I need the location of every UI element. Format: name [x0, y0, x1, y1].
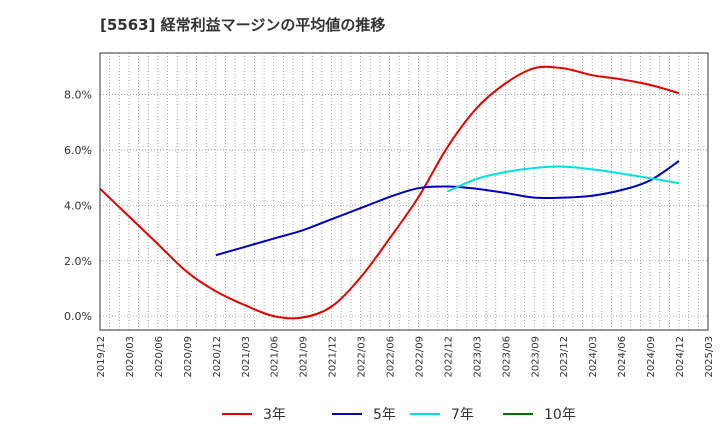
x-tick-label: 2021/03 [241, 336, 252, 378]
x-tick-label: 2024/03 [588, 336, 599, 378]
x-tick-label: 2022/12 [443, 336, 454, 378]
x-tick-label: 2020/12 [212, 336, 223, 378]
x-tick-label: 2022/09 [414, 336, 425, 378]
x-tick-label: 2024/06 [617, 336, 628, 378]
x-tick-label: 2024/09 [646, 336, 657, 378]
x-tick-label: 2023/12 [559, 336, 570, 378]
legend-label: 7年 [451, 407, 474, 423]
y-axis-ticks: 0.0% 2.0% 4.0% 6.0% 8.0% [64, 89, 92, 324]
x-tick-label: 2024/12 [675, 336, 686, 378]
x-tick-label: 2023/09 [530, 336, 541, 378]
x-tick-label: 2019/12 [96, 336, 107, 378]
y-tick-label: 6.0% [64, 144, 92, 157]
x-tick-label: 2020/03 [125, 336, 136, 378]
x-tick-label: 2020/06 [154, 336, 165, 378]
chart-title: [5563] 経常利益マージンの平均値の推移 [100, 16, 386, 34]
series-line-7年 [447, 165, 680, 193]
x-tick-label: 2021/09 [299, 336, 310, 378]
x-tick-label: 2022/06 [386, 336, 397, 378]
legend: 3年 5年 7年 10年 [222, 407, 576, 423]
y-tick-label: 2.0% [64, 255, 92, 268]
x-tick-label: 2020/09 [183, 336, 194, 378]
series-lines [99, 65, 680, 320]
x-tick-label: 2022/03 [357, 336, 368, 378]
x-axis-ticks: 2019/12 2020/03 2020/06 2020/09 2020/12 2021/… [96, 336, 715, 378]
x-tick-label: 2025/03 [704, 336, 715, 378]
series-line-3年 [99, 65, 680, 320]
legend-label: 10年 [544, 407, 576, 423]
y-tick-label: 8.0% [64, 89, 92, 102]
legend-label: 3年 [263, 407, 286, 423]
x-tick-label: 2023/03 [472, 336, 483, 378]
y-tick-label: 4.0% [64, 199, 92, 212]
x-tick-label: 2023/06 [501, 336, 512, 378]
y-tick-label: 0.0% [64, 310, 92, 323]
plot-frame [99, 52, 709, 331]
legend-label: 5年 [373, 407, 396, 423]
x-tick-label: 2021/12 [328, 336, 339, 378]
x-tick-label: 2021/06 [270, 336, 281, 378]
series-line-5年 [215, 160, 680, 257]
